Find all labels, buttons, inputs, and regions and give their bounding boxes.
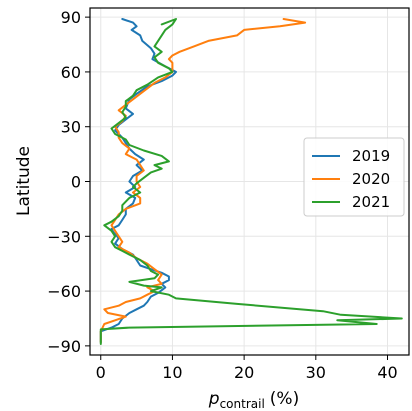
x-tick-label: 30 (306, 363, 326, 382)
legend-label-2019: 2019 (352, 147, 390, 165)
y-tick-label: 60 (61, 63, 81, 82)
series-line-2019 (99, 18, 177, 344)
y-tick-label: 90 (61, 8, 81, 27)
x-axis-ticks: 0 10 20 30 40 (96, 355, 398, 382)
series-line-2021 (99, 18, 403, 345)
y-axis-ticks: −90 −60 −30 0 30 60 90 (47, 8, 90, 356)
series-line-2020 (99, 18, 307, 344)
y-tick-label: −30 (47, 227, 81, 246)
x-tick-label: 20 (234, 363, 254, 382)
x-tick-label: 0 (96, 363, 106, 382)
legend-box (303, 137, 405, 217)
x-tick-label: 10 (162, 363, 182, 382)
x-axis-label: pcontrail (%) (208, 389, 299, 411)
legend: 2019 2020 2021 (303, 137, 405, 217)
x-tick-label: 40 (377, 363, 397, 382)
legend-label-2021: 2021 (352, 193, 390, 211)
y-tick-label: −90 (47, 337, 81, 356)
legend-label-2020: 2020 (352, 170, 390, 188)
y-tick-label: 0 (71, 173, 81, 192)
series-lines (99, 18, 403, 345)
y-tick-label: −60 (47, 282, 81, 301)
y-tick-label: 30 (61, 118, 81, 137)
y-axis-label: Latitude (14, 146, 34, 216)
